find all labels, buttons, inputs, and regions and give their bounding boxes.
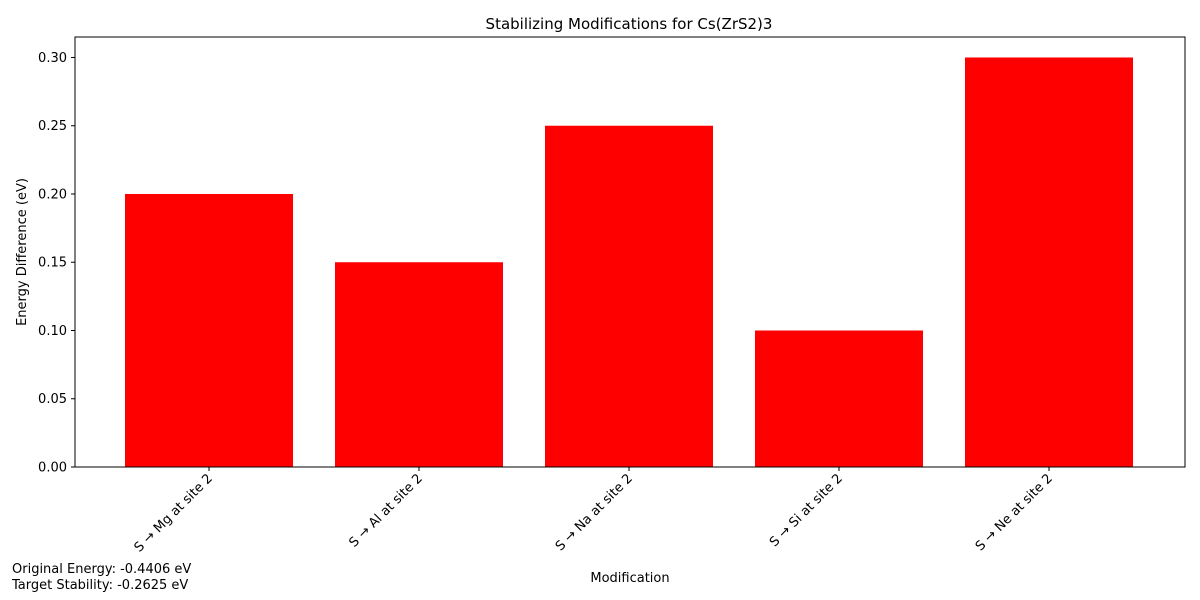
y-tick-label: 0.10	[38, 324, 67, 339]
x-axis-label: Modification	[590, 571, 669, 586]
y-tick-label: 0.25	[38, 119, 67, 134]
y-tick-label: 0.15	[38, 256, 67, 271]
x-tick-label: S → Na at site 2	[553, 471, 636, 554]
y-axis-ticks: 0.00 0.05 0.10 0.15 0.20 0.25 0.30	[38, 51, 75, 476]
bar-4	[755, 330, 923, 467]
plot-frame	[74, 36, 1186, 468]
chart-title: Stabilizing Modifications for Cs(ZrS2)3	[486, 15, 773, 33]
x-tick-label: S → Ne at site 2	[973, 471, 1056, 554]
y-tick-label: 0.30	[38, 51, 67, 66]
target-stability-text: Target Stability: -0.2625 eV	[12, 578, 189, 593]
bar-1	[125, 193, 293, 467]
bar-3	[545, 125, 713, 467]
bar-5	[965, 57, 1133, 467]
y-tick-label: 0.20	[38, 187, 67, 202]
x-tick-label: S → Mg at site 2	[132, 471, 216, 555]
bars-group	[125, 57, 1133, 467]
y-tick-label: 0.00	[38, 461, 67, 476]
bar-2	[335, 262, 503, 467]
x-tick-label: S → Si at site 2	[767, 471, 846, 550]
x-axis-ticks: S → Mg at site 2 S → Al at site 2 S → Na a…	[132, 467, 1056, 555]
original-energy-text: Original Energy: -0.4406 eV	[12, 562, 192, 577]
x-tick-label: S → Al at site 2	[347, 471, 426, 550]
y-tick-label: 0.05	[38, 392, 67, 407]
y-axis-label: Energy Difference (eV)	[15, 178, 30, 326]
annotation-box: Original Energy: -0.4406 eV Target Stabi…	[12, 562, 191, 594]
